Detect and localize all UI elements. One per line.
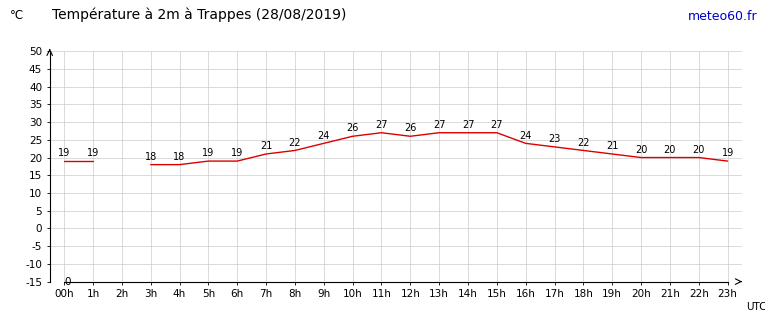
Text: 22: 22 xyxy=(577,138,590,148)
Text: UTC: UTC xyxy=(746,302,765,312)
Text: 24: 24 xyxy=(317,131,330,140)
Text: 27: 27 xyxy=(375,120,388,130)
Text: 24: 24 xyxy=(519,131,532,140)
Text: 27: 27 xyxy=(433,120,445,130)
Text: 0: 0 xyxy=(64,276,70,287)
Text: 19: 19 xyxy=(87,148,99,158)
Text: 19: 19 xyxy=(231,148,243,158)
Text: 23: 23 xyxy=(549,134,561,144)
Text: 19: 19 xyxy=(202,148,214,158)
Text: 26: 26 xyxy=(404,124,416,133)
Text: °C: °C xyxy=(10,9,24,22)
Text: 21: 21 xyxy=(260,141,272,151)
Text: 20: 20 xyxy=(692,145,705,155)
Text: 18: 18 xyxy=(145,152,157,162)
Text: 27: 27 xyxy=(462,120,474,130)
Text: Température à 2m à Trappes (28/08/2019): Température à 2m à Trappes (28/08/2019) xyxy=(52,8,347,22)
Text: 19: 19 xyxy=(58,148,70,158)
Text: 19: 19 xyxy=(721,148,734,158)
Text: 27: 27 xyxy=(490,120,503,130)
Text: 22: 22 xyxy=(288,138,301,148)
Text: 20: 20 xyxy=(635,145,647,155)
Text: 20: 20 xyxy=(664,145,676,155)
Text: 21: 21 xyxy=(606,141,618,151)
Text: 18: 18 xyxy=(174,152,186,162)
Text: meteo60.fr: meteo60.fr xyxy=(688,10,757,23)
Text: 26: 26 xyxy=(347,124,359,133)
